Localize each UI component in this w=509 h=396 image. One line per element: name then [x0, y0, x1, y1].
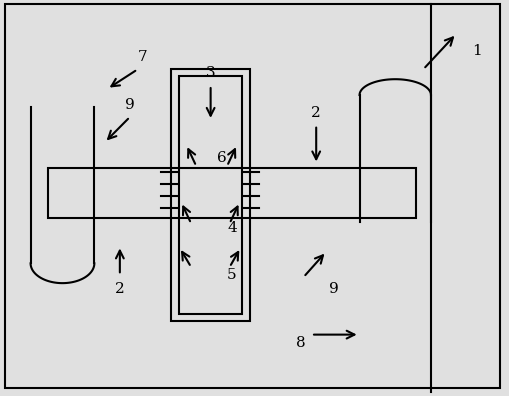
- Text: 6: 6: [216, 151, 227, 166]
- Bar: [179, 76, 241, 314]
- Text: 8: 8: [296, 335, 305, 350]
- Bar: [171, 69, 249, 321]
- Text: 7: 7: [138, 50, 147, 65]
- Text: 9: 9: [328, 282, 338, 296]
- Text: 3: 3: [206, 66, 215, 80]
- Bar: [48, 168, 415, 218]
- Text: 2: 2: [310, 106, 321, 120]
- Text: 4: 4: [227, 221, 237, 235]
- Text: 9: 9: [125, 98, 135, 112]
- Text: 1: 1: [471, 44, 481, 59]
- Text: 5: 5: [227, 268, 236, 282]
- Text: 2: 2: [115, 282, 125, 296]
